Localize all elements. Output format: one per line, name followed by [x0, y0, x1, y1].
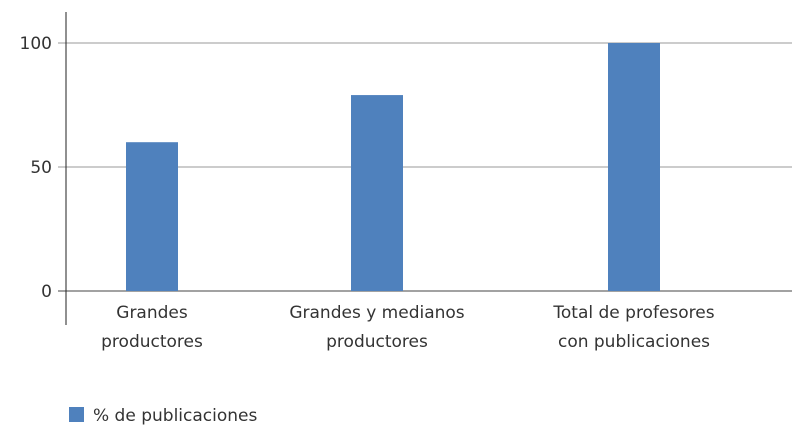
y-tick-label: 50	[30, 158, 52, 178]
bar-2	[351, 95, 403, 291]
category-label: productores	[326, 332, 428, 352]
category-label: Total de profesores	[552, 303, 714, 323]
category-labels: Grandes productores Grandes y medianos prod…	[101, 303, 715, 352]
category-label: productores	[101, 332, 203, 352]
category-label: Grandes	[116, 303, 188, 323]
legend: % de publicaciones	[69, 406, 257, 425]
bar-3	[608, 43, 660, 291]
y-tick-label: 0	[41, 282, 52, 302]
category-label: con publicaciones	[558, 332, 710, 352]
legend-swatch	[69, 407, 84, 422]
legend-label: % de publicaciones	[93, 406, 257, 425]
bar-1	[126, 142, 178, 291]
y-tick-label: 100	[20, 34, 52, 54]
y-tick-labels: 0 50 100	[20, 34, 52, 302]
gridlines	[58, 42, 792, 292]
category-label: Grandes y medianos	[289, 303, 464, 323]
bars	[126, 43, 660, 291]
